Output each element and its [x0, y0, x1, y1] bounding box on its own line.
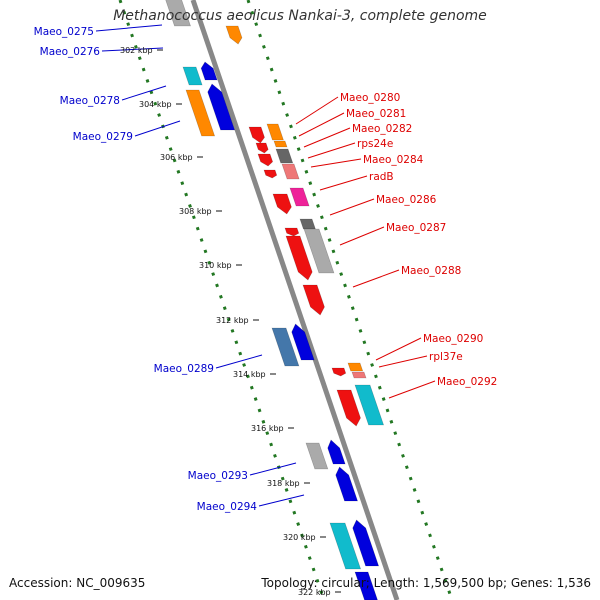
gene-features [165, 0, 385, 600]
gene-maeo-0276 [182, 66, 203, 86]
tick-label: 318 kbp [267, 479, 300, 488]
gene-rpl37e [347, 362, 364, 372]
leader-line [378, 355, 428, 368]
gene-maeo-0278 [200, 61, 218, 81]
gene-maeo-0287b [289, 187, 310, 207]
gene-label-maeo_0278: Maeo_0278 [60, 95, 120, 107]
tick-label: 306 kbp [160, 153, 193, 162]
tick-label: 308 kbp [179, 207, 212, 216]
leader-line [295, 96, 339, 125]
gene-maeo-0289 [271, 327, 300, 367]
coordinate-ticks: 302 kbp 304 kbp 306 kbp 308 kbp 310 kbp 312 k… [120, 46, 341, 597]
gene-blue-bottom [352, 519, 380, 567]
backbone-line [190, 0, 400, 600]
gene-maeo-0280 [248, 126, 265, 144]
leader-line [298, 112, 345, 137]
outer-left-track [118, 0, 326, 600]
gene-radb-b [263, 169, 278, 179]
gene-maeo-0288d [302, 284, 325, 316]
gene-maeo-0293b [327, 439, 346, 465]
gene-rps24e [273, 140, 288, 148]
leader-line [215, 354, 263, 369]
leader-line [249, 462, 297, 476]
gene-maeo-0286 [281, 163, 300, 180]
gene-maeo-0284 [257, 153, 273, 167]
genome-backbone [190, 0, 400, 600]
gene-label-maeo_0287: Maeo_0287 [386, 222, 446, 234]
gene-radb [275, 148, 294, 164]
leader-line [339, 226, 385, 246]
gene-label-maeo_0284: Maeo_0284 [363, 154, 424, 166]
gene-label-maeo_0293: Maeo_0293 [188, 470, 248, 482]
gene-maeo-0292b [354, 384, 385, 426]
gene-label-maeo_0281: Maeo_0281 [346, 108, 406, 120]
gene-blue-bottom-2 [354, 571, 378, 600]
label-leader-lines [95, 24, 436, 507]
gene-label-maeo_0290: Maeo_0290 [423, 333, 483, 345]
leader-line [303, 127, 351, 148]
leader-line [352, 269, 400, 288]
gene-maeo-0279 [185, 89, 216, 137]
gene-label-rps24e: rps24e [357, 138, 393, 150]
gene-label-maeo_0282: Maeo_0282 [352, 123, 412, 135]
leader-line [95, 24, 163, 32]
track-lines [118, 0, 454, 600]
gene-maeo-0275 [225, 25, 243, 45]
leader-line [121, 85, 167, 101]
gene-label-maeo_0286: Maeo_0286 [376, 194, 437, 206]
tick-label: 316 kbp [251, 424, 284, 433]
gene-maeo-0289b [291, 323, 315, 361]
tick-label: 314 kbp [233, 370, 266, 379]
gene-label-rpl37e: rpl37e [429, 351, 463, 363]
gene-maeo-0290 [331, 367, 347, 377]
accession-text: Accession: NC_009635 [9, 576, 146, 590]
gene-label-maeo_0279: Maeo_0279 [73, 131, 133, 143]
leader-line [310, 158, 362, 168]
tick-label: 322 kbp [298, 588, 331, 597]
leader-line [319, 175, 368, 191]
tick-label: 320 kbp [283, 533, 316, 542]
tick-label: 312 kbp [216, 316, 249, 325]
leader-line [134, 120, 181, 137]
map-title: Methanococcus aeolicus Nankai-3, complet… [113, 8, 487, 24]
gene-label-radb: radB [369, 171, 394, 183]
gene-maeo-0287 [272, 193, 292, 215]
gene-maeo-0288 [285, 235, 313, 281]
tick-label: 310 kbp [199, 261, 232, 270]
leader-line [329, 198, 375, 216]
gene-label-maeo_0280: Maeo_0280 [340, 92, 400, 104]
gene-rpl37e-b [351, 371, 367, 379]
leader-line [101, 47, 164, 52]
gene-label-maeo_0294: Maeo_0294 [197, 501, 258, 513]
tick-label: 304 kbp [139, 100, 172, 109]
gene-maeo-0282 [255, 142, 269, 154]
gene-maeo-0292 [336, 389, 361, 427]
gene-maeo-0279b [207, 83, 236, 131]
gene-label-maeo_0275: Maeo_0275 [34, 26, 94, 38]
gene-maeo-0288b [284, 227, 300, 237]
gene-label-maeo_0288: Maeo_0288 [401, 265, 461, 277]
leader-line [258, 494, 305, 507]
gene-maeo-0281 [266, 123, 284, 141]
gene-maeo-0288a [299, 218, 316, 230]
tick-label: 302 kbp [120, 46, 153, 55]
gene-label-maeo_0289: Maeo_0289 [154, 363, 214, 375]
gene-labels: Maeo_0275 Maeo_0276 Maeo_0278 Maeo_0279 Maeo… [34, 26, 498, 513]
genome-summary-text: Topology: circular; Length: 1,569,500 bp… [261, 576, 591, 590]
gene-label-maeo_0276: Maeo_0276 [40, 46, 101, 58]
gene-cyan-bottom [329, 522, 362, 570]
outer-right-track [246, 0, 454, 600]
gene-maeo-0294 [335, 466, 358, 502]
gene-maeo-0293 [305, 442, 329, 470]
leader-line [375, 337, 422, 361]
gene-label-maeo_0292: Maeo_0292 [437, 376, 497, 388]
leader-line [307, 142, 356, 159]
gene-top-gray [165, 0, 191, 27]
gene-maeo-0288c [303, 228, 335, 274]
leader-line [388, 380, 436, 399]
